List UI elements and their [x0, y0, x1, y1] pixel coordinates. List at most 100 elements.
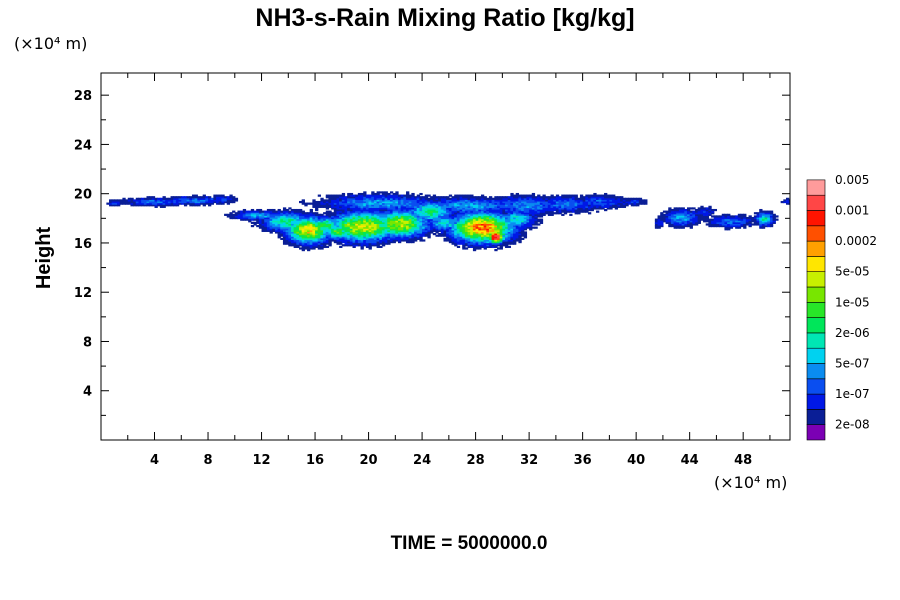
field-cell: [440, 234, 445, 237]
field-cell: [459, 232, 463, 236]
field-cell: [186, 197, 190, 200]
field-cell: [109, 200, 113, 204]
field-cell: [299, 229, 303, 232]
field-cell: [419, 226, 423, 229]
field-cell: [526, 205, 530, 208]
field-cell: [299, 224, 303, 228]
colorbar-label: 5e-05: [835, 265, 870, 279]
field-cell: [676, 220, 680, 223]
field-cell: [537, 204, 541, 207]
field-cell: [365, 208, 370, 212]
field-cell: [114, 202, 118, 205]
field-cell: [470, 226, 474, 229]
field-cell: [480, 215, 485, 218]
field-cell: [472, 229, 477, 232]
field-cell: [464, 237, 469, 240]
field-cell: [344, 202, 348, 205]
field-cell: [430, 208, 434, 212]
field-cell: [620, 202, 624, 205]
field-cell: [505, 244, 509, 247]
field-cell: [716, 216, 720, 220]
field-cell: [365, 237, 370, 240]
field-cell: [700, 218, 704, 221]
field-cell: [462, 196, 466, 199]
field-cell: [406, 216, 410, 220]
field-cell: [625, 197, 629, 200]
field-cell: [475, 245, 479, 248]
field-cell: [218, 194, 223, 197]
field-cell: [419, 197, 423, 200]
field-cell: [325, 204, 330, 207]
field-cell: [422, 228, 426, 231]
field-cell: [387, 236, 391, 239]
field-cell: [408, 237, 412, 240]
field-cell: [547, 208, 552, 212]
field-cell: [488, 220, 493, 223]
field-cell: [678, 221, 683, 224]
field-cell: [472, 220, 477, 223]
field-cell: [513, 210, 517, 213]
field-cell: [357, 197, 362, 200]
field-cell: [344, 205, 348, 208]
field-cell: [416, 212, 421, 215]
field-cell: [601, 196, 605, 199]
field-cell: [550, 210, 554, 213]
field-cell: [518, 215, 522, 218]
field-cell: [451, 231, 455, 234]
field-cell: [454, 202, 458, 205]
field-cell: [432, 218, 437, 221]
field-cell: [282, 215, 287, 218]
field-cell: [598, 197, 602, 200]
field-cell: [422, 239, 426, 242]
field-cell: [352, 216, 356, 220]
field-cell: [569, 207, 573, 210]
field-cell: [446, 231, 450, 234]
field-cell: [494, 245, 498, 248]
field-cell: [705, 208, 709, 212]
field-cell: [146, 199, 150, 202]
field-cell: [341, 204, 346, 207]
field-cell: [395, 213, 399, 216]
field-cell: [376, 244, 380, 247]
field-cell: [513, 218, 517, 221]
field-cell: [488, 240, 493, 244]
field-cell: [323, 234, 327, 237]
field-cell: [555, 196, 560, 199]
field-cell: [282, 221, 287, 224]
field-cell: [333, 208, 338, 212]
field-cell: [328, 226, 332, 229]
field-cell: [462, 244, 466, 247]
field-cell: [408, 231, 412, 234]
field-cell: [368, 212, 372, 215]
field-cell: [488, 196, 493, 199]
field-cell: [472, 215, 477, 218]
field-cell: [344, 228, 348, 231]
field-cell: [392, 204, 396, 207]
field-cell: [357, 226, 362, 229]
field-cell: [389, 213, 394, 216]
field-cell: [555, 194, 560, 197]
field-cell: [574, 197, 578, 200]
field-cell: [349, 192, 354, 196]
field-cell: [432, 226, 437, 229]
field-cell: [486, 208, 490, 212]
field-cell: [472, 236, 477, 239]
field-cell: [258, 223, 263, 226]
field-cell: [312, 236, 316, 239]
colorbar-label: 2e-08: [835, 418, 870, 432]
colorbar-swatch: [806, 240, 826, 257]
field-cell: [587, 207, 592, 210]
field-cell: [414, 223, 418, 226]
field-cell: [521, 194, 525, 197]
field-cell: [280, 232, 284, 236]
field-cell: [708, 218, 712, 221]
field-cell: [379, 232, 383, 236]
field-cell: [363, 234, 367, 237]
field-cell: [456, 237, 461, 240]
field-cell: [689, 224, 693, 228]
field-cell: [467, 208, 471, 212]
field-cell: [609, 204, 613, 207]
field-cell: [703, 216, 707, 220]
field-cell: [708, 205, 712, 208]
field-cell: [472, 237, 477, 240]
